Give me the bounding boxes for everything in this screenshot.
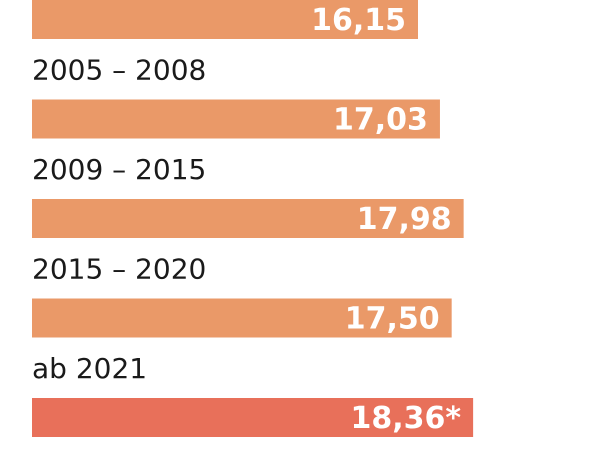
bar-2 <box>32 199 464 238</box>
category-label-4: ab 2021 <box>32 352 147 385</box>
bars-layer: 16,15 17,03 2005 – 2008 17,98 2009 – 2015 17,… <box>32 0 474 437</box>
category-label-2: 2009 – 2015 <box>32 153 206 186</box>
bar-0 <box>32 0 418 39</box>
bar-3 <box>32 298 452 338</box>
category-label-1: 2005 – 2008 <box>32 54 206 87</box>
bar-value-label-2: 17,98 <box>357 202 452 237</box>
bar-value-label-3: 17,50 <box>345 302 440 337</box>
bar-value-label-4: 18,36* <box>351 401 462 436</box>
bar-value-label-0: 16,15 <box>311 3 406 38</box>
bar-4 <box>32 398 474 437</box>
bar-1 <box>32 99 440 139</box>
category-label-3: 2015 – 2020 <box>32 253 206 286</box>
bar-value-label-1: 17,03 <box>333 103 428 138</box>
